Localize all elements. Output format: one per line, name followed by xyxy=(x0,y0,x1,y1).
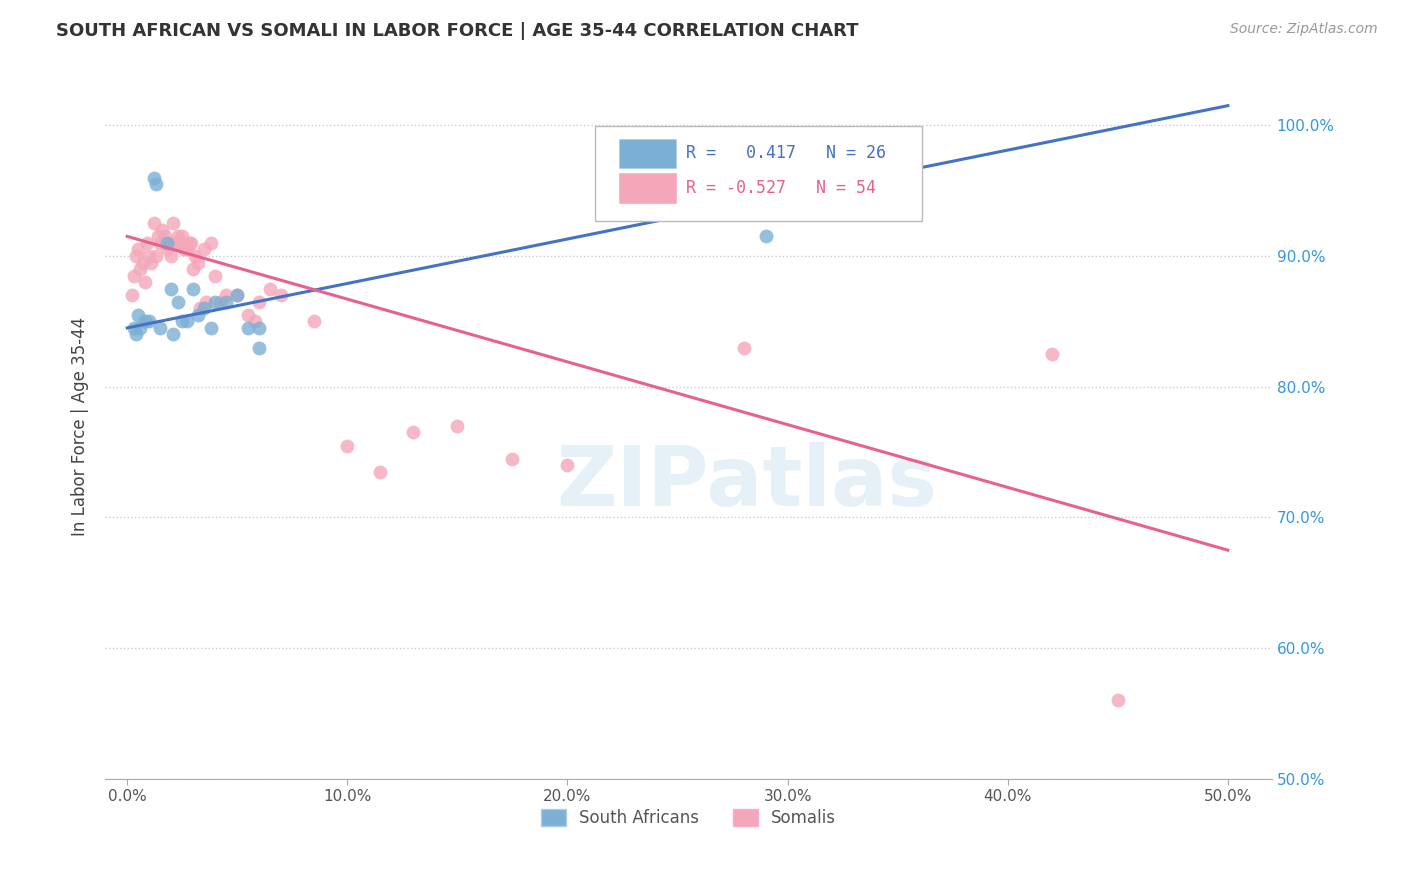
Point xyxy=(131,255,153,269)
Point xyxy=(162,327,184,342)
Point xyxy=(149,235,172,250)
Point xyxy=(200,321,222,335)
FancyBboxPatch shape xyxy=(619,173,676,202)
Point xyxy=(166,294,188,309)
Point xyxy=(138,314,160,328)
Point xyxy=(152,223,174,237)
Point xyxy=(134,314,156,328)
Point xyxy=(176,314,198,328)
Point xyxy=(208,294,231,309)
Point xyxy=(270,288,292,302)
Point xyxy=(238,321,260,335)
Point xyxy=(153,229,176,244)
Point xyxy=(172,314,194,328)
Point xyxy=(187,255,209,269)
Point xyxy=(134,275,156,289)
Point xyxy=(142,170,165,185)
Point xyxy=(184,249,207,263)
Point xyxy=(188,301,211,316)
Point xyxy=(129,321,152,335)
Point xyxy=(259,282,281,296)
Legend: South Africans, Somalis: South Africans, Somalis xyxy=(534,803,842,834)
Point xyxy=(122,321,145,335)
Point xyxy=(247,321,270,335)
Point xyxy=(226,288,249,302)
Text: R =   0.417   N = 26: R = 0.417 N = 26 xyxy=(686,145,886,162)
Point xyxy=(136,235,159,250)
Text: SOUTH AFRICAN VS SOMALI IN LABOR FORCE | AGE 35-44 CORRELATION CHART: SOUTH AFRICAN VS SOMALI IN LABOR FORCE |… xyxy=(56,22,859,40)
Point xyxy=(172,229,194,244)
Point xyxy=(173,243,195,257)
Point xyxy=(247,341,270,355)
Text: Source: ZipAtlas.com: Source: ZipAtlas.com xyxy=(1230,22,1378,37)
Point xyxy=(200,235,222,250)
Point xyxy=(166,229,188,244)
Point xyxy=(129,262,152,277)
Point xyxy=(157,235,180,250)
Point xyxy=(122,268,145,283)
Point xyxy=(1040,347,1063,361)
Point xyxy=(733,341,755,355)
Point xyxy=(146,229,169,244)
Point xyxy=(215,294,238,309)
Point xyxy=(156,235,179,250)
FancyBboxPatch shape xyxy=(619,138,676,169)
Point xyxy=(181,282,204,296)
Point xyxy=(204,294,226,309)
Point xyxy=(125,327,148,342)
Point xyxy=(160,282,183,296)
Point xyxy=(125,249,148,263)
Point xyxy=(501,451,523,466)
Point xyxy=(238,308,260,322)
Point xyxy=(226,288,249,302)
Text: ZIPatlas: ZIPatlas xyxy=(557,442,938,523)
Point xyxy=(243,314,266,328)
Point xyxy=(195,294,218,309)
Point xyxy=(370,465,392,479)
Point xyxy=(141,255,163,269)
Point xyxy=(755,229,778,244)
Point xyxy=(149,321,172,335)
Point xyxy=(177,235,200,250)
Point xyxy=(145,177,167,191)
Point xyxy=(247,294,270,309)
Point xyxy=(156,243,179,257)
Point xyxy=(336,439,359,453)
Point xyxy=(127,308,149,322)
Point xyxy=(557,458,579,472)
Point xyxy=(193,301,215,316)
Point xyxy=(145,249,167,263)
Point xyxy=(181,262,204,277)
Point xyxy=(142,216,165,230)
Y-axis label: In Labor Force | Age 35-44: In Labor Force | Age 35-44 xyxy=(72,317,89,535)
Point xyxy=(304,314,326,328)
Point xyxy=(187,308,209,322)
Point xyxy=(169,235,191,250)
Point xyxy=(1107,693,1129,707)
Point xyxy=(165,235,187,250)
Point xyxy=(127,243,149,257)
Point xyxy=(176,243,198,257)
Point xyxy=(402,425,425,440)
Point xyxy=(162,216,184,230)
Point xyxy=(204,268,226,283)
Point xyxy=(180,235,202,250)
Point xyxy=(138,249,160,263)
Point xyxy=(160,249,183,263)
Point xyxy=(446,419,468,434)
FancyBboxPatch shape xyxy=(595,126,922,221)
Point xyxy=(121,288,143,302)
Point xyxy=(215,288,238,302)
Point xyxy=(193,243,215,257)
Text: R = -0.527   N = 54: R = -0.527 N = 54 xyxy=(686,179,876,197)
